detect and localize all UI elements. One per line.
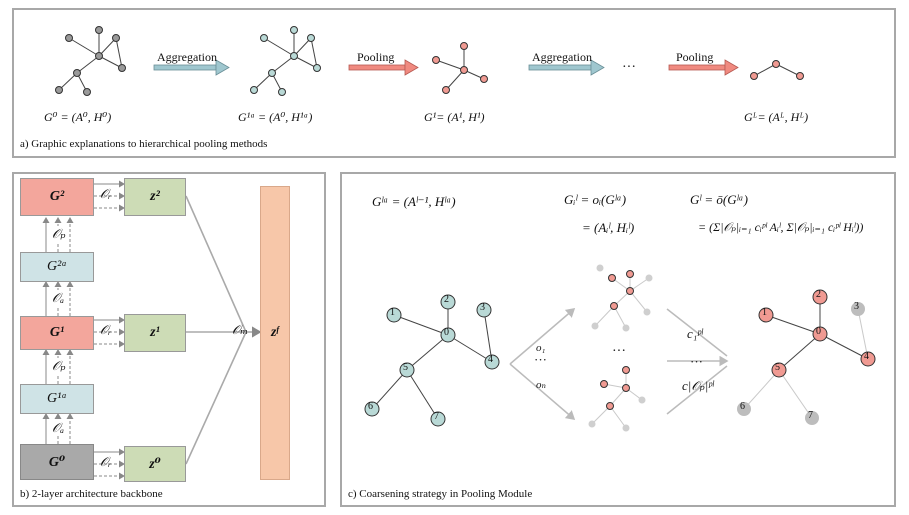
candidate-graph-n (588, 366, 646, 432)
panel-b: G² G²ᵃ G¹ G¹ᵃ G⁰ z² z¹ z⁰ zᶠ 𝒪ᵣ 𝒪ᵣ 𝒪ᵣ 𝒪ₚ… (12, 172, 326, 507)
result-node-3: 3 (854, 301, 859, 312)
graph-label-g0: G⁰ = (A⁰, H⁰) (44, 110, 112, 124)
pooling-label-2: Pooling (676, 50, 714, 64)
equation-gl-top: Gˡ = ō(Gˡᵃ) (690, 192, 748, 207)
result-node-7: 7 (808, 410, 813, 421)
box-zf: zᶠ (260, 186, 290, 480)
input-node-2: 2 (444, 294, 449, 305)
aggregation-arrow-2 (528, 59, 605, 76)
input-node-3: 3 (480, 302, 485, 313)
merge-arrows (666, 308, 729, 415)
panel-c-canvas (364, 264, 876, 432)
aggregation-label-2: Aggregation (532, 50, 592, 64)
coef-cn-label: c|𝒪ₚ|ᵖˡ (682, 378, 714, 393)
equation-gl-bottom: = (Σ|𝒪ₚ|ᵢ₌₁ cᵢᵖˡ Aᵢˡ, Σ|𝒪ₚ|ᵢ₌₁ cᵢᵖˡ Hᵢˡ)… (698, 220, 864, 234)
ellipsis-label: ··· (622, 60, 636, 75)
graph-g1a (250, 26, 321, 96)
input-node-7: 7 (434, 411, 439, 422)
panel-a-caption: a) Graphic explanations to hierarchical … (20, 138, 268, 150)
graph-g0 (55, 26, 126, 96)
merge-dots: ··· (690, 354, 703, 369)
panel-c-caption: c) Coarsening strategy in Pooling Module (348, 488, 533, 500)
result-node-0: 0 (816, 326, 821, 337)
input-node-4: 4 (488, 354, 493, 365)
op-r-label-0: 𝒪ᵣ (100, 454, 112, 469)
equation-gil-bottom: = (Aᵢˡ, Hᵢˡ) (582, 220, 635, 235)
op-a-label-1: 𝒪ₐ (52, 420, 64, 436)
box-g2: G² (20, 178, 94, 216)
op-m-label: 𝒪ₘ (232, 322, 249, 337)
graph-label-gl: Gᴸ= (Aᴸ, Hᴸ) (744, 110, 809, 124)
op-p-label-1: 𝒪ₚ (52, 358, 66, 374)
result-node-4: 4 (864, 351, 869, 362)
panel-c: 1 2 3 0 4 5 6 7 1 2 3 0 4 5 6 7 Gˡᵃ = (A… (340, 172, 896, 507)
panel-b-caption: b) 2-layer architecture backbone (20, 488, 163, 500)
op-on-label: oₙ (536, 379, 546, 391)
merge-lines (185, 195, 262, 465)
op-r-label-1: 𝒪ᵣ (100, 322, 112, 337)
input-node-1: 1 (390, 307, 395, 318)
aggregation-arrow-1 (153, 59, 230, 76)
graph-label-g1: G¹= (A¹, H¹) (424, 110, 485, 124)
input-node-6: 6 (368, 401, 373, 412)
box-z1: z¹ (124, 314, 186, 352)
result-graph (737, 289, 876, 425)
box-z0: z⁰ (124, 446, 186, 482)
graph-gl (750, 60, 804, 80)
input-node-5: 5 (403, 362, 408, 373)
pooling-arrow-1 (348, 59, 419, 76)
equation-gla: Gˡᵃ = (Aˡ⁻¹, Hˡᵃ) (372, 194, 456, 209)
result-node-1: 1 (762, 307, 767, 318)
panel-a-canvas (55, 26, 804, 96)
graph-label-g1a: G¹ᵃ = (A⁰, H¹ᵃ) (238, 110, 313, 124)
op-a-label-2: 𝒪ₐ (52, 290, 64, 306)
result-node-5: 5 (775, 362, 780, 373)
split-arrows (509, 308, 576, 420)
box-z2: z² (124, 178, 186, 216)
readout-arrows (94, 180, 125, 480)
candidate-graph-1 (591, 264, 653, 332)
candidate-dots: ··· (612, 344, 626, 359)
equation-gil-top: Gᵢˡ = oᵢ(Gˡᵃ) (564, 192, 627, 207)
panel-a: Aggregation Pooling Aggregation ··· Pool… (12, 8, 896, 158)
aggregation-label-1: Aggregation (157, 50, 217, 64)
split-dots: ··· (534, 352, 547, 367)
op-p-label-2: 𝒪ₚ (52, 226, 66, 242)
op-o1-label: o₁ (536, 342, 546, 354)
input-node-0: 0 (444, 327, 449, 338)
panel-b-canvas (42, 180, 262, 480)
box-g1a: G¹ᵃ (20, 384, 94, 414)
pooling-arrow-2 (668, 59, 739, 76)
result-node-6: 6 (740, 401, 745, 412)
pooling-label-1: Pooling (357, 50, 395, 64)
coef-c1-label: c₁ᵖˡ (687, 326, 703, 341)
input-graph (364, 294, 500, 427)
box-g1: G¹ (20, 316, 94, 350)
box-g0: G⁰ (20, 444, 94, 480)
result-node-2: 2 (816, 289, 821, 300)
input-graph-nodes (364, 294, 500, 427)
graph-g1 (432, 42, 488, 94)
op-r-label-2: 𝒪ᵣ (100, 186, 112, 201)
box-g2a: G²ᵃ (20, 252, 94, 282)
